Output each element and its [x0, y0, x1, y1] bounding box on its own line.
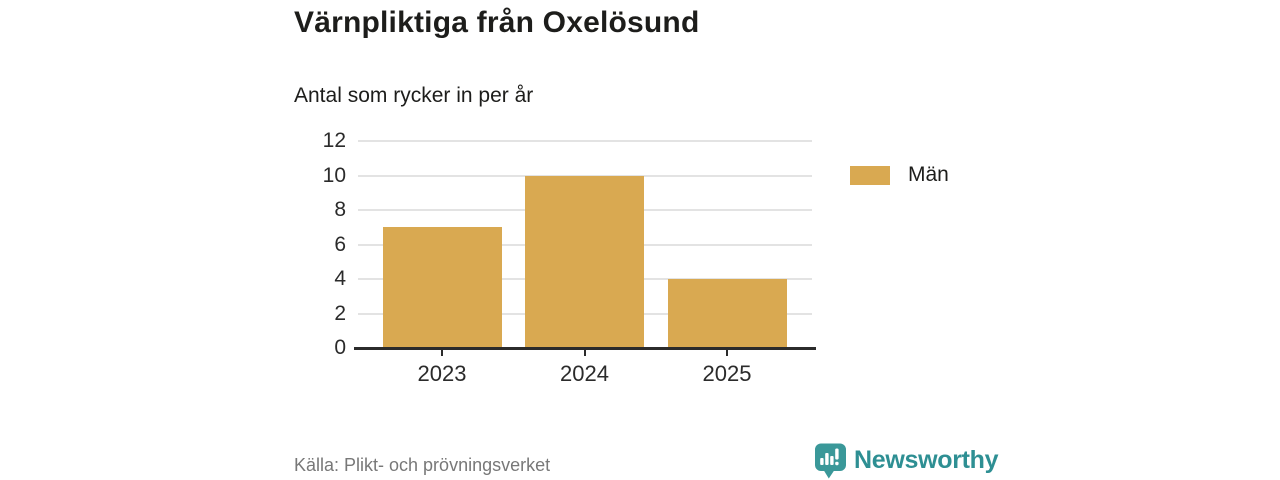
x-tick-label-2024: 2024	[560, 361, 609, 386]
y-tick-label-12: 12	[322, 129, 346, 152]
x-tick-2024	[583, 350, 586, 356]
chart-title: Värnpliktiga från Oxelösund	[294, 6, 700, 39]
y-tick-label-2: 2	[334, 301, 346, 325]
x-tick-2025	[726, 350, 728, 356]
y-tick-label-4: 4	[334, 267, 346, 290]
newsworthy-wordmark: Newsworthy	[854, 446, 999, 474]
y-tick-label-0: 0	[334, 336, 346, 359]
x-tick-label-2025: 2025	[702, 361, 752, 386]
source-note: Källa: Plikt- och prövningsverket	[294, 455, 551, 475]
bar-2025	[667, 279, 787, 348]
legend-label-man: Män	[908, 163, 949, 186]
y-tick-label-6: 6	[334, 232, 346, 256]
chart-subtitle: Antal som rycker in per år	[294, 84, 534, 107]
y-tick-label-8: 8	[334, 198, 346, 221]
newsworthy-bubble-chart-icon	[815, 443, 846, 479]
bar-2024	[525, 175, 644, 348]
y-tick-label-10: 10	[322, 163, 346, 187]
bar-2023	[382, 227, 502, 348]
x-tick-label-2023: 2023	[417, 361, 467, 386]
legend: Män	[850, 163, 949, 187]
legend-swatch-man	[850, 165, 890, 185]
x-tick-2023	[441, 350, 443, 356]
x-axis-line	[354, 347, 816, 350]
gridline-y12	[358, 140, 812, 142]
newsworthy-logo: Newsworthy	[814, 443, 999, 479]
